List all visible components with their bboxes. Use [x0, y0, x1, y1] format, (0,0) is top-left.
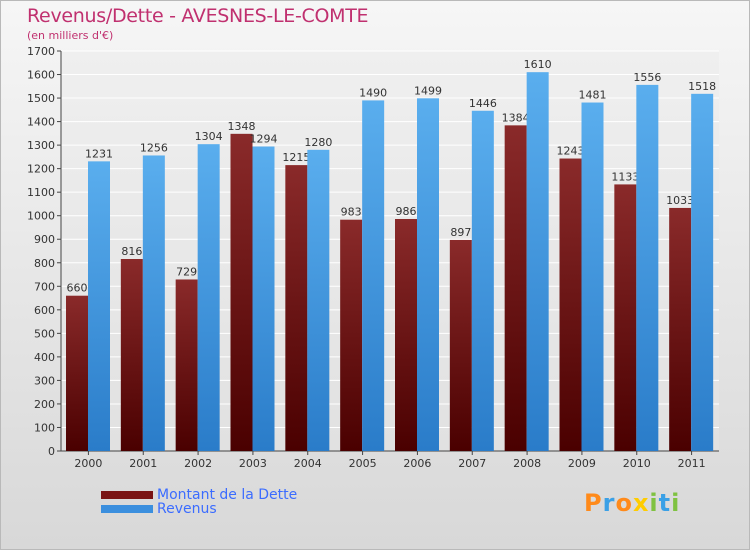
- y-tick-label: 100: [34, 421, 55, 434]
- logo-letter: i: [649, 489, 659, 517]
- revenue-data-label: 1556: [633, 71, 661, 84]
- y-tick-label: 1700: [27, 45, 55, 58]
- legend-label-debt: Montant de la Dette: [157, 487, 298, 503]
- chart-subtitle: (en milliers d'€): [27, 29, 114, 42]
- debt-data-label: 897: [450, 226, 471, 239]
- y-tick-label: 1000: [27, 210, 55, 223]
- y-tick-label: 1600: [27, 69, 55, 82]
- revenue-data-label: 1231: [85, 147, 113, 160]
- debt-bar: [230, 133, 253, 451]
- y-tick-label: 1400: [27, 116, 55, 129]
- proxiti-logo: Proxiti: [584, 489, 680, 517]
- x-tick-label: 2003: [239, 457, 267, 470]
- debt-bar: [504, 125, 527, 452]
- revenue-bar: [88, 161, 110, 451]
- debt-data-label: 816: [121, 245, 142, 258]
- x-tick-label: 2000: [74, 457, 102, 470]
- debt-data-label: 1033: [666, 194, 694, 207]
- revenue-bar: [252, 146, 275, 451]
- revenue-bar: [362, 100, 385, 451]
- logo-letter: i: [671, 489, 681, 517]
- logo-letter: P: [584, 489, 603, 517]
- x-tick-label: 2009: [568, 457, 596, 470]
- debt-data-label: 660: [67, 282, 88, 295]
- y-tick-label: 200: [34, 398, 55, 411]
- x-tick-label: 2006: [403, 457, 431, 470]
- debt-bar: [340, 219, 363, 451]
- y-tick-label: 1100: [27, 186, 55, 199]
- y-tick-label: 1300: [27, 139, 55, 152]
- y-tick-label: 800: [34, 257, 55, 270]
- revenue-bar: [636, 84, 659, 451]
- debt-bar: [614, 184, 637, 452]
- logo-letter: t: [658, 489, 672, 517]
- legend-label-revenue: Revenus: [157, 501, 217, 517]
- x-tick-label: 2004: [294, 457, 322, 470]
- revenue-data-label: 1481: [579, 89, 607, 102]
- revenue-data-label: 1304: [195, 130, 223, 143]
- y-tick-label: 700: [34, 280, 55, 293]
- legend-swatch-debt: [101, 491, 153, 499]
- debt-data-label: 1384: [502, 111, 530, 124]
- revenue-data-label: 1446: [469, 97, 497, 110]
- logo-letter: x: [632, 489, 650, 517]
- debt-data-label: 983: [341, 206, 362, 219]
- revenue-bar: [526, 72, 549, 452]
- revenue-data-label: 1294: [250, 133, 278, 146]
- x-tick-label: 2008: [513, 457, 541, 470]
- revenue-data-label: 1490: [359, 86, 387, 99]
- y-tick-label: 300: [34, 374, 55, 387]
- x-tick-label: 2005: [349, 457, 377, 470]
- debt-bar: [175, 279, 198, 451]
- y-tick-label: 400: [34, 351, 55, 364]
- revenue-data-label: 1256: [140, 141, 168, 154]
- debt-bar: [120, 259, 143, 451]
- debt-data-label: 1243: [557, 145, 585, 158]
- logo-letter: o: [615, 489, 633, 517]
- revenue-bar: [581, 102, 604, 451]
- chart-title: Revenus/Dette - AVESNES-LE-COMTE: [27, 5, 369, 27]
- debt-bar: [669, 207, 692, 451]
- debt-data-label: 729: [176, 265, 197, 278]
- x-tick-label: 2007: [458, 457, 486, 470]
- y-tick-label: 500: [34, 327, 55, 340]
- legend-swatch-revenue: [101, 505, 153, 513]
- x-tick-label: 2011: [678, 457, 706, 470]
- revenue-bar: [691, 93, 714, 451]
- y-tick-label: 1200: [27, 163, 55, 176]
- revenue-bar: [417, 98, 439, 451]
- revenue-bar: [307, 149, 330, 451]
- revenue-data-label: 1518: [688, 80, 716, 93]
- debt-data-label: 1348: [228, 120, 256, 133]
- revenue-data-label: 1499: [414, 84, 442, 97]
- y-tick-label: 0: [48, 445, 55, 458]
- debt-bar: [559, 158, 582, 451]
- revenue-bar: [142, 155, 165, 451]
- revenue-data-label: 1280: [304, 136, 332, 149]
- revenue-data-label: 1610: [524, 58, 552, 71]
- y-tick-label: 600: [34, 304, 55, 317]
- debt-bar: [285, 165, 308, 451]
- debt-data-label: 1133: [611, 170, 639, 183]
- debt-data-label: 986: [396, 205, 417, 218]
- x-tick-label: 2010: [623, 457, 651, 470]
- debt-data-label: 1215: [282, 151, 310, 164]
- y-tick-label: 900: [34, 233, 55, 246]
- x-tick-label: 2001: [129, 457, 157, 470]
- revenue-bar: [471, 110, 494, 451]
- x-tick-label: 2002: [184, 457, 212, 470]
- debt-bar: [66, 295, 88, 451]
- logo-letter: r: [602, 489, 616, 517]
- plot-area: [61, 51, 719, 451]
- y-tick-label: 1500: [27, 92, 55, 105]
- debt-bar: [449, 239, 472, 451]
- revenue-bar: [197, 144, 220, 452]
- debt-bar: [395, 219, 417, 451]
